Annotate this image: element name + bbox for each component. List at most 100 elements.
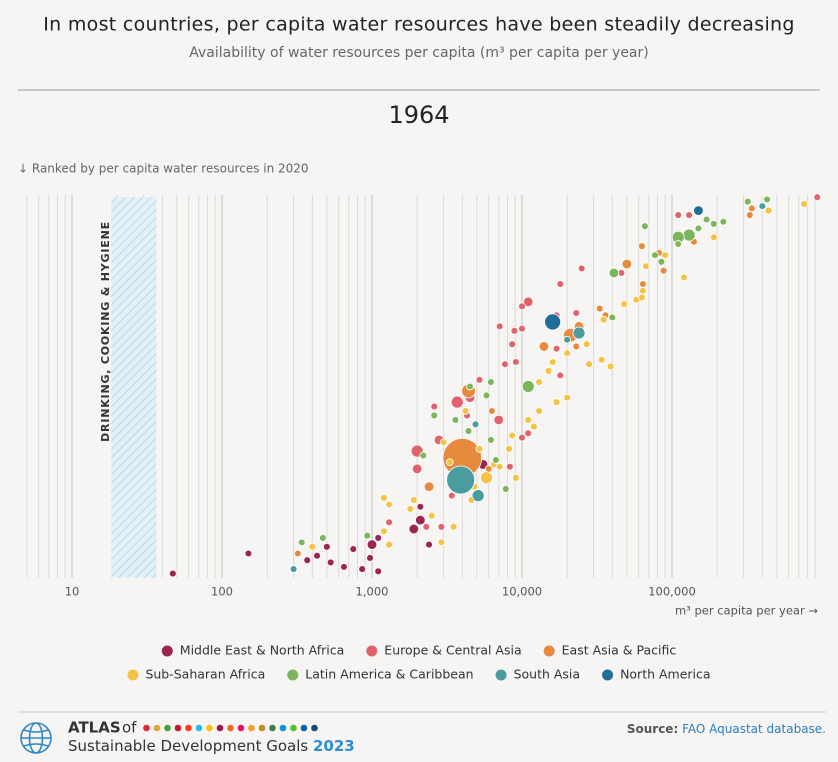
legend-swatch	[495, 669, 507, 681]
atlas-year: 2023	[313, 737, 355, 755]
data-point	[425, 540, 433, 549]
data-point	[471, 420, 480, 429]
data-point	[535, 378, 543, 386]
data-point	[800, 200, 808, 208]
sdg-dot	[195, 724, 203, 732]
data-point	[743, 197, 752, 206]
data-point	[693, 205, 704, 216]
data-point	[466, 382, 474, 391]
data-point	[427, 511, 436, 520]
sdg-dot	[164, 724, 171, 732]
data-point	[168, 569, 177, 578]
data-point	[461, 407, 470, 415]
data-point	[524, 416, 533, 424]
data-point	[674, 240, 683, 248]
data-point	[430, 411, 439, 420]
data-point	[475, 375, 484, 384]
data-point	[487, 378, 495, 386]
x-tick-label: 1,000	[356, 585, 389, 599]
data-point	[363, 531, 372, 540]
sdg-dot	[290, 724, 297, 732]
data-point	[518, 302, 526, 311]
data-point	[501, 485, 510, 493]
data-point	[563, 335, 572, 344]
legend-label: North America	[620, 667, 711, 682]
data-point	[437, 538, 446, 547]
data-point	[563, 349, 572, 357]
sdg-dot	[143, 724, 150, 732]
sdg-dot	[216, 724, 224, 732]
data-point	[508, 340, 517, 349]
data-point	[488, 407, 496, 415]
data-point	[544, 313, 562, 331]
data-point	[620, 300, 629, 308]
data-point	[385, 518, 393, 527]
data-point	[674, 211, 683, 219]
legend-item: Middle East & North Africa	[161, 643, 344, 658]
data-point	[694, 224, 703, 233]
x-tick-label: 10	[65, 585, 80, 599]
sdg-dot	[206, 724, 213, 732]
sdg-dot	[248, 724, 255, 732]
data-point	[577, 264, 586, 273]
data-point	[597, 355, 606, 364]
legend-item: South Asia	[495, 667, 581, 682]
data-point	[501, 360, 509, 369]
chart-title: In most countries, per capita water reso…	[43, 14, 795, 36]
data-point	[680, 273, 688, 282]
data-point	[572, 326, 586, 340]
sdg-dot	[237, 724, 245, 732]
data-point	[492, 456, 500, 464]
data-point	[505, 444, 513, 453]
data-point	[530, 422, 538, 431]
data-point	[758, 202, 767, 210]
data-point	[709, 220, 718, 228]
data-point	[374, 567, 383, 576]
period-label: 1964	[388, 101, 449, 129]
x-tick-label: 100	[211, 585, 233, 599]
data-point	[745, 211, 754, 219]
source-link[interactable]: FAO Aquastat database.	[682, 722, 826, 736]
data-point	[450, 395, 464, 409]
data-point	[493, 414, 505, 426]
legend-item: Sub-Saharan Africa	[127, 667, 265, 682]
band-layer: DRINKING, COOKING & HYGIENE	[99, 197, 157, 578]
sdg-dots	[143, 724, 318, 732]
data-point	[471, 489, 485, 503]
legend-label: South Asia	[514, 667, 581, 682]
data-point	[326, 558, 335, 567]
data-point	[642, 262, 650, 271]
x-tick-label: 100,000	[648, 585, 696, 599]
points	[168, 193, 822, 578]
data-point	[608, 267, 620, 279]
data-point	[480, 471, 493, 485]
legend-item: Latin America & Caribbean	[287, 667, 474, 682]
data-point	[608, 313, 617, 322]
data-point	[606, 362, 615, 371]
data-point	[289, 565, 298, 573]
x-tick-label: 10,000	[502, 585, 542, 599]
atlas-name-text: Sustainable Development Goals	[68, 737, 308, 755]
data-point	[595, 304, 604, 313]
sdg-dot	[258, 724, 266, 732]
data-point	[446, 465, 476, 495]
data-point	[544, 367, 553, 375]
data-point	[518, 433, 526, 442]
sdg-dot	[185, 724, 192, 732]
data-point	[293, 549, 302, 558]
data-point	[408, 523, 420, 535]
data-point	[423, 481, 435, 492]
source: Source: FAO Aquastat database.	[627, 722, 826, 736]
data-point	[813, 193, 822, 202]
atlas-name: Sustainable Development Goals 2023	[68, 737, 355, 755]
data-point	[374, 534, 383, 542]
data-point	[445, 458, 454, 467]
legend-swatch	[161, 645, 173, 657]
data-point	[512, 358, 520, 366]
legend-swatch	[127, 669, 139, 681]
data-point	[572, 342, 581, 351]
sdg-dot	[174, 724, 182, 732]
data-point	[763, 195, 771, 204]
band-label: DRINKING, COOKING & HYGIENE	[99, 221, 112, 442]
